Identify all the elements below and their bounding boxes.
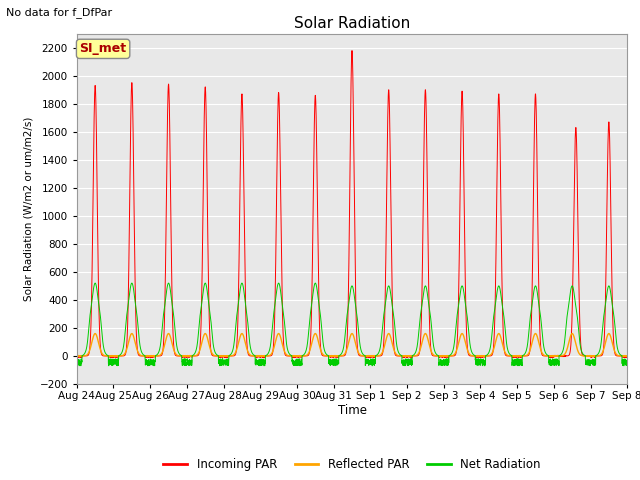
Incoming PAR bbox=[172, 353, 180, 359]
Reflected PAR bbox=[623, 353, 630, 359]
Incoming PAR bbox=[623, 353, 631, 359]
Net Radiation bbox=[623, 362, 631, 368]
Reflected PAR bbox=[590, 353, 598, 359]
Text: No data for f_DfPar: No data for f_DfPar bbox=[6, 7, 113, 18]
Net Radiation bbox=[92, 280, 99, 286]
X-axis label: Time: Time bbox=[337, 404, 367, 417]
Title: Solar Radiation: Solar Radiation bbox=[294, 16, 410, 31]
Reflected PAR bbox=[172, 351, 180, 357]
Incoming PAR bbox=[623, 353, 630, 359]
Reflected PAR bbox=[476, 353, 483, 359]
Line: Incoming PAR: Incoming PAR bbox=[77, 50, 627, 358]
Incoming PAR bbox=[507, 353, 515, 359]
Text: SI_met: SI_met bbox=[79, 42, 127, 55]
Reflected PAR bbox=[92, 331, 99, 336]
Legend: Incoming PAR, Reflected PAR, Net Radiation: Incoming PAR, Reflected PAR, Net Radiati… bbox=[159, 454, 545, 476]
Incoming PAR bbox=[445, 353, 453, 359]
Net Radiation bbox=[476, 357, 483, 363]
Reflected PAR bbox=[332, 353, 339, 359]
Reflected PAR bbox=[445, 353, 452, 359]
Net Radiation bbox=[172, 336, 180, 341]
Incoming PAR bbox=[73, 354, 81, 360]
Net Radiation bbox=[507, 352, 515, 358]
Line: Reflected PAR: Reflected PAR bbox=[77, 334, 627, 356]
Net Radiation bbox=[73, 360, 81, 365]
Net Radiation bbox=[445, 353, 453, 359]
Incoming PAR bbox=[332, 354, 339, 360]
Reflected PAR bbox=[73, 353, 81, 359]
Incoming PAR bbox=[348, 48, 356, 53]
Incoming PAR bbox=[442, 355, 450, 360]
Reflected PAR bbox=[623, 353, 631, 359]
Net Radiation bbox=[623, 360, 630, 366]
Net Radiation bbox=[369, 363, 376, 369]
Incoming PAR bbox=[476, 354, 483, 360]
Net Radiation bbox=[332, 360, 339, 366]
Line: Net Radiation: Net Radiation bbox=[77, 283, 627, 366]
Y-axis label: Solar Radiation (W/m2 or um/m2/s): Solar Radiation (W/m2 or um/m2/s) bbox=[24, 117, 34, 301]
Reflected PAR bbox=[507, 353, 515, 359]
